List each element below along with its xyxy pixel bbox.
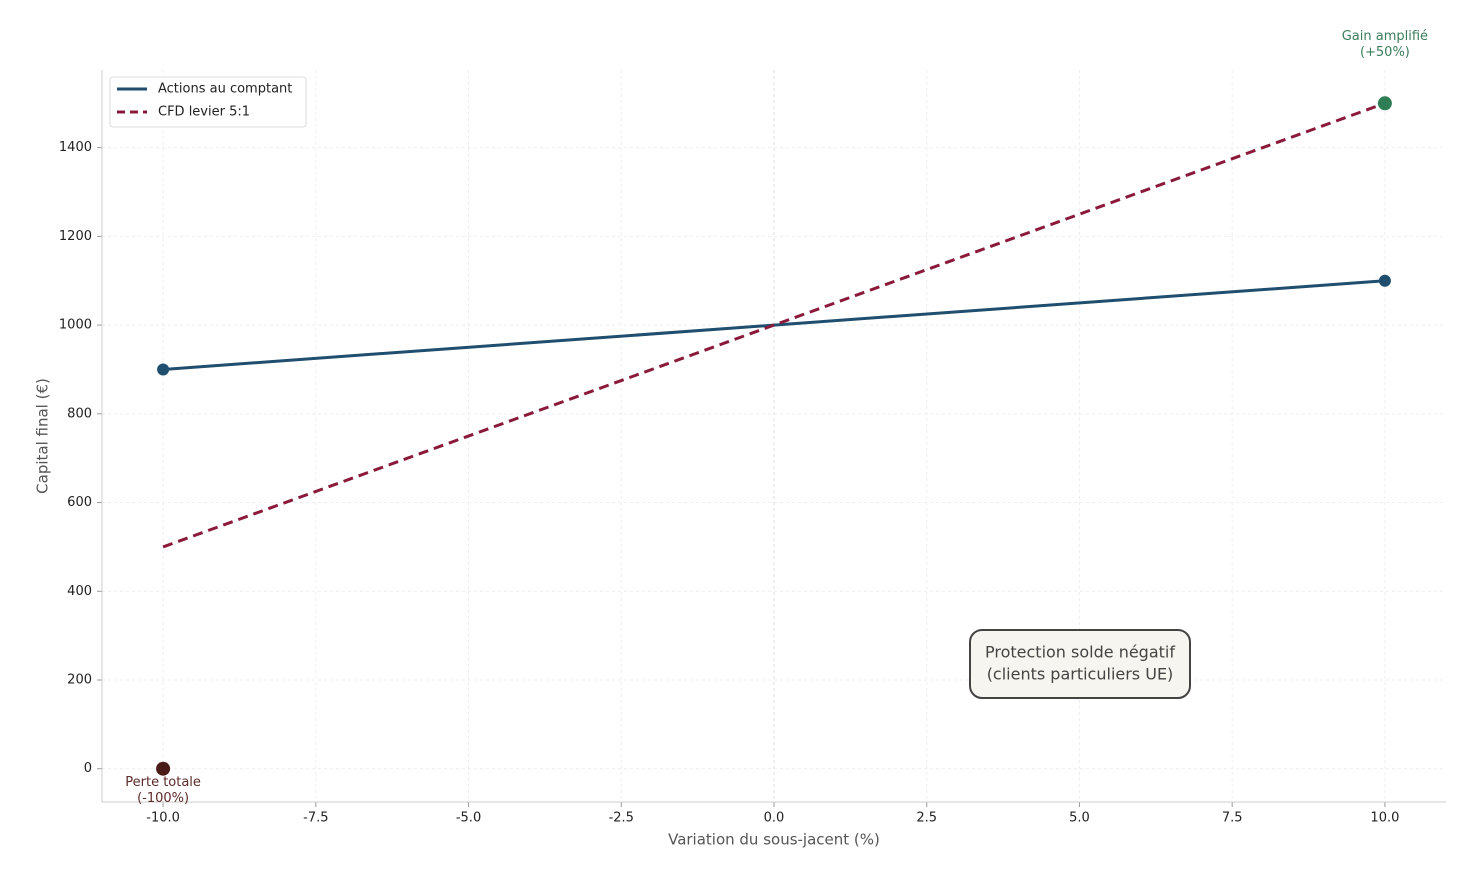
- annotation-point: [1377, 96, 1392, 111]
- x-tick-label: 0.0: [764, 811, 785, 826]
- y-tick-label: 1400: [59, 140, 92, 155]
- legend-label: Actions au comptant: [158, 82, 292, 97]
- x-tick-label: 7.5: [1222, 811, 1243, 826]
- text-box: [969, 629, 1191, 699]
- annotation-text: Gain amplifié: [1342, 29, 1428, 44]
- x-tick-label: -7.5: [303, 811, 328, 826]
- text-box-line: (clients particuliers UE): [987, 665, 1174, 684]
- series-line: [162, 101, 1386, 549]
- x-tick-label: 2.5: [916, 811, 937, 826]
- annotation-text: Perte totale: [125, 775, 201, 790]
- text-box-line: Protection solde négatif: [985, 643, 1175, 662]
- x-axis-label: Variation du sous-jacent (%): [668, 831, 880, 849]
- y-tick-label: 800: [67, 406, 92, 421]
- y-axis-label: Capital final (€): [34, 378, 52, 494]
- y-tick-label: 200: [67, 673, 92, 688]
- x-tick-label: 5.0: [1069, 811, 1090, 826]
- marker: [157, 363, 170, 376]
- y-tick-label: 600: [67, 495, 92, 510]
- x-tick-label: 10.0: [1370, 811, 1399, 826]
- legend-box: [109, 76, 307, 128]
- legend-label: CFD levier 5:1: [158, 105, 250, 120]
- x-tick-label: -2.5: [609, 811, 634, 826]
- y-tick-label: 0: [84, 761, 92, 776]
- y-tick-label: 400: [67, 584, 92, 599]
- legend: Actions au comptant CFD levier 5:1: [109, 76, 307, 128]
- annotation-point: [156, 761, 171, 776]
- marker: [1378, 274, 1391, 287]
- y-tick-label: 1000: [59, 318, 92, 333]
- y-tick-label: 1200: [59, 229, 92, 244]
- x-tick-label: -5.0: [456, 811, 481, 826]
- x-tick-label: -10.0: [146, 811, 180, 826]
- annotation-text: (+50%): [1360, 45, 1410, 60]
- annotation-text: (-100%): [137, 791, 189, 806]
